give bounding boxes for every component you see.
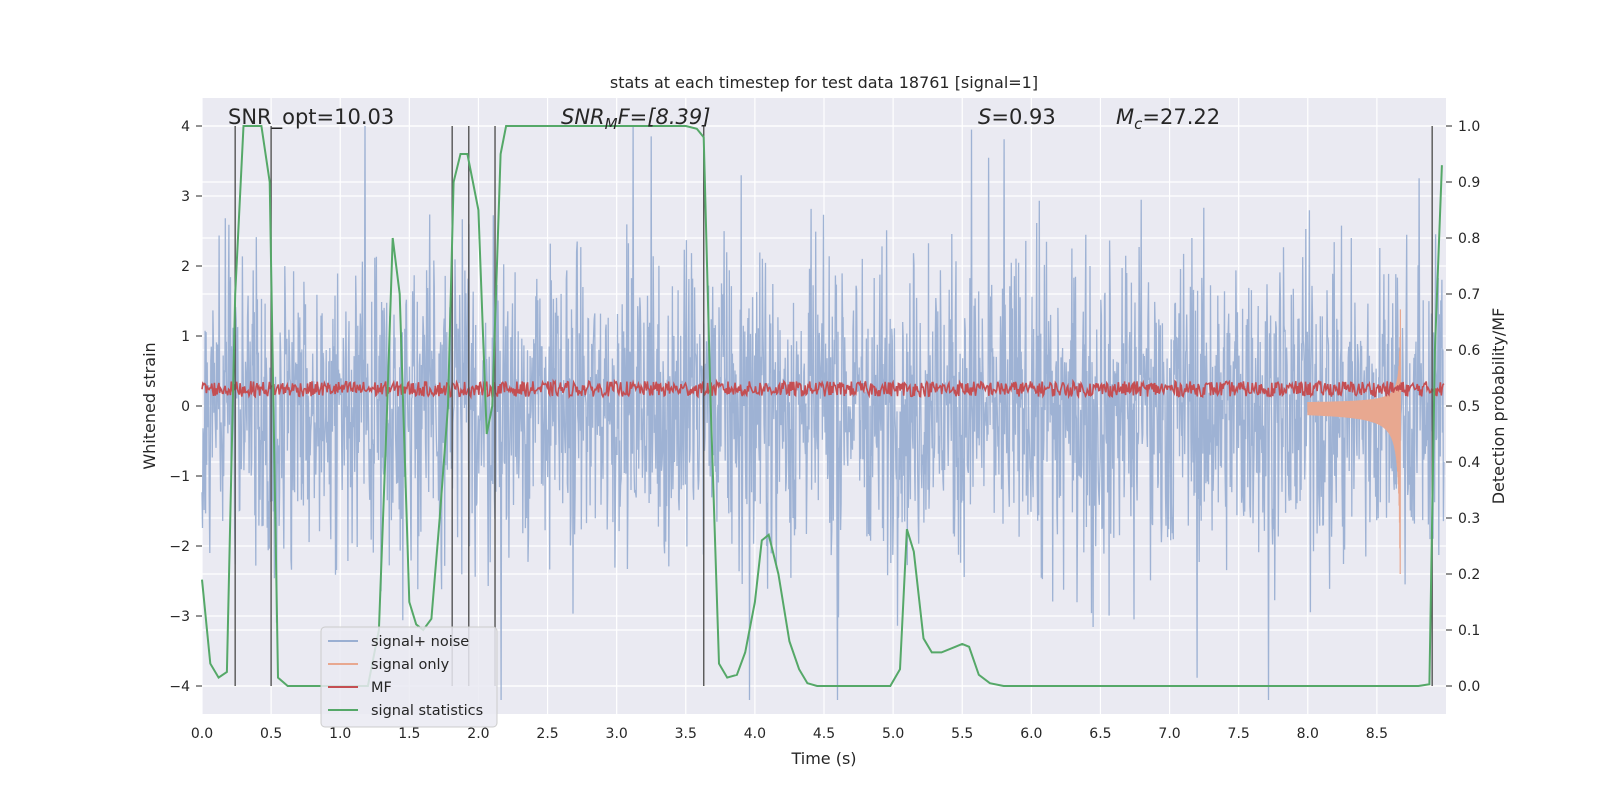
x-tick-label: 2.5 xyxy=(536,726,558,742)
x-axis-label: Time (s) xyxy=(790,749,856,768)
y-left-tick-label: −1 xyxy=(169,469,190,485)
y-right-tick-label: 0.8 xyxy=(1458,231,1480,247)
x-tick-label: 1.0 xyxy=(329,726,351,742)
x-tick-label: 4.5 xyxy=(813,726,835,742)
y-right-tick-label: 0.6 xyxy=(1458,343,1480,359)
x-tick-label: 6.5 xyxy=(1089,726,1111,742)
x-tick-label: 1.5 xyxy=(398,726,420,742)
y-right-tick-label: 0.1 xyxy=(1458,623,1480,639)
x-tick-label: 0.0 xyxy=(191,726,213,742)
y-left-tick-label: 4 xyxy=(181,119,190,135)
x-tick-label: 0.5 xyxy=(260,726,282,742)
x-tick-label: 2.0 xyxy=(467,726,489,742)
x-tick-label: 5.0 xyxy=(882,726,904,742)
x-tick-label: 3.0 xyxy=(606,726,628,742)
y-right-tick-label: 0.7 xyxy=(1458,287,1480,303)
series-signal-only xyxy=(1307,309,1401,575)
annotation-s: S=0.93 xyxy=(978,105,1056,129)
y-left-tick-label: −3 xyxy=(169,609,190,625)
y-left-tick-label: 0 xyxy=(181,399,190,415)
x-axis-ticks: 0.0 0.5 1.0 1.5 2.0 2.5 3.0 3.5 4.0 4.5 5.0 5.5 6.0 6… xyxy=(191,726,1388,742)
x-tick-label: 4.0 xyxy=(744,726,766,742)
y-left-tick-label: −4 xyxy=(169,679,190,695)
plot-area xyxy=(201,98,1446,714)
y-left-tick-label: 1 xyxy=(181,329,190,345)
y-right-tick-label: 0.3 xyxy=(1458,511,1480,527)
series-mf xyxy=(201,378,1445,400)
y-axis-left-ticks: −4 −3 −2 −1 0 1 2 3 4 xyxy=(169,119,202,695)
legend-label-stats: signal statistics xyxy=(371,703,483,719)
x-tick-label: 7.0 xyxy=(1158,726,1180,742)
legend-box xyxy=(320,626,498,728)
legend-label-signal: signal only xyxy=(371,657,450,673)
x-tick-label: 8.5 xyxy=(1366,726,1388,742)
y-right-tick-label: 0.9 xyxy=(1458,175,1480,191)
x-tick-label: 8.0 xyxy=(1297,726,1319,742)
y-left-tick-label: −2 xyxy=(169,539,190,555)
x-tick-label: 3.5 xyxy=(675,726,697,742)
y-right-tick-label: 0.4 xyxy=(1458,455,1480,471)
y-left-tick-label: 3 xyxy=(181,189,190,205)
y-right-tick-label: 0.2 xyxy=(1458,567,1480,583)
x-tick-label: 6.0 xyxy=(1020,726,1042,742)
annotation-snr-mf: SNRMF=[8.39] xyxy=(561,105,710,133)
y-axis-left-label: Whitened strain xyxy=(140,342,159,469)
series-signal-noise xyxy=(201,125,1445,701)
annotation-snr-opt: SNR_opt=10.03 xyxy=(228,105,394,130)
y-right-tick-label: 0.5 xyxy=(1458,399,1480,415)
legend: signal+ noise signal only MF signal stat… xyxy=(320,626,498,728)
x-tick-label: 7.5 xyxy=(1228,726,1250,742)
legend-label-noise: signal+ noise xyxy=(371,634,469,650)
y-right-tick-label: 0.0 xyxy=(1458,679,1480,695)
annotation-mc: Mc=27.22 xyxy=(1116,105,1220,133)
y-axis-right-ticks: 0.0 0.1 0.2 0.3 0.4 0.5 0.6 0.7 0.8 0.9 1.0 xyxy=(1446,119,1480,695)
y-right-tick-label: 1.0 xyxy=(1458,119,1480,135)
signal-only-line xyxy=(1307,309,1401,575)
y-axis-right-label: Detection probability/MF xyxy=(1489,308,1508,505)
legend-label-mf: MF xyxy=(371,680,392,696)
y-left-tick-label: 2 xyxy=(181,259,190,275)
chart-title: stats at each timestep for test data 187… xyxy=(610,73,1038,92)
signal-noise-line xyxy=(201,125,1445,701)
mf-line xyxy=(201,378,1445,400)
x-tick-label: 5.5 xyxy=(951,726,973,742)
